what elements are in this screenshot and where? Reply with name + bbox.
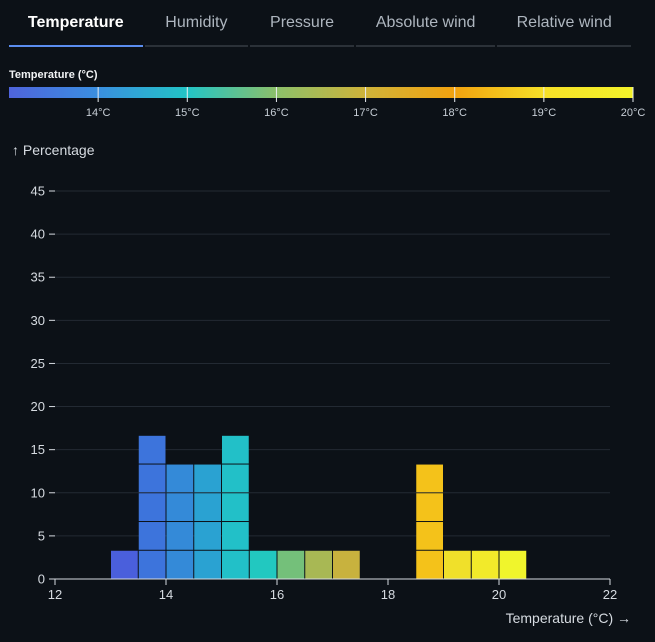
legend-tick-label: 20°C — [621, 107, 646, 119]
legend-tick-label: 15°C — [175, 107, 200, 119]
legend-tick-label: 18°C — [442, 107, 467, 119]
histogram-bar — [222, 522, 249, 550]
histogram-bar — [138, 464, 166, 493]
x-tick-label: 20 — [492, 587, 506, 602]
bars — [111, 435, 527, 579]
y-tick-label: 25 — [31, 356, 45, 371]
y-tick-label: 35 — [31, 270, 45, 285]
histogram-bar — [166, 550, 194, 579]
y-tick-label: 45 — [31, 184, 45, 199]
histogram-bar — [138, 435, 166, 464]
histogram-bar — [416, 464, 443, 493]
y-tick-label: 30 — [31, 313, 45, 328]
axes: 0 5 10 15 20 25 30 35 40 45 12 14 16 18 20 22 — [31, 184, 618, 603]
histogram-bar — [194, 493, 221, 522]
legend-tick-label: 19°C — [532, 107, 557, 119]
tab-relative-wind[interactable]: Relative wind — [497, 0, 631, 47]
y-tick-label: 0 — [38, 572, 45, 587]
x-tick-label: 18 — [381, 587, 395, 602]
x-tick-label: 12 — [48, 587, 62, 602]
histogram-bar — [222, 464, 249, 493]
histogram-bar — [471, 550, 499, 579]
legend-tick-label: 14°C — [86, 107, 111, 119]
histogram-bar — [138, 493, 166, 522]
histogram-bar — [222, 550, 249, 579]
histogram-bar — [194, 522, 221, 550]
tab-humidity[interactable]: Humidity — [144, 0, 249, 47]
legend-tick-label: 17°C — [353, 107, 378, 119]
x-tick-label: 14 — [159, 587, 173, 602]
y-axis-label: ↑ Percentage — [12, 142, 95, 158]
histogram-bar — [416, 522, 443, 550]
y-tick-label: 15 — [31, 442, 45, 457]
x-tick-label: 22 — [603, 587, 617, 602]
x-tick-label: 16 — [270, 587, 284, 602]
histogram-bar — [416, 550, 443, 579]
y-tick-label: 10 — [31, 485, 45, 500]
histogram-bar — [111, 550, 138, 579]
x-axis-label: Temperature (°C) → — [506, 610, 631, 626]
histogram-bar — [194, 464, 221, 493]
histogram-bar — [138, 522, 166, 550]
legend-title: Temperature (°C) — [9, 69, 98, 81]
y-tick-label: 40 — [31, 227, 45, 242]
histogram-bar — [194, 550, 221, 579]
histogram-bar — [166, 522, 194, 550]
histogram-bar — [166, 464, 194, 493]
histogram-bar — [333, 550, 360, 579]
tab-pressure[interactable]: Pressure — [250, 0, 354, 47]
histogram-bar — [138, 550, 166, 579]
histogram-bar — [277, 550, 305, 579]
histogram-bar — [222, 435, 249, 464]
tab-bar: Temperature Humidity Pressure Absolute w… — [9, 0, 633, 47]
histogram-bar — [444, 550, 471, 579]
histogram-bar — [416, 493, 443, 522]
tab-temperature[interactable]: Temperature — [9, 0, 143, 47]
legend-tick-label: 16°C — [264, 107, 289, 119]
histogram-bar — [305, 550, 332, 579]
histogram-bar — [222, 493, 249, 522]
tab-absolute-wind[interactable]: Absolute wind — [355, 0, 496, 47]
y-tick-label: 5 — [38, 528, 45, 543]
legend-color-bar — [9, 87, 633, 98]
histogram-bar — [166, 493, 194, 522]
color-legend: 14°C 15°C 16°C 17°C 18°C 19°C 20°C — [9, 87, 645, 119]
grid-lines — [55, 190, 610, 537]
histogram-bar — [249, 550, 277, 579]
histogram-bar — [499, 550, 527, 579]
y-tick-label: 20 — [31, 399, 45, 414]
